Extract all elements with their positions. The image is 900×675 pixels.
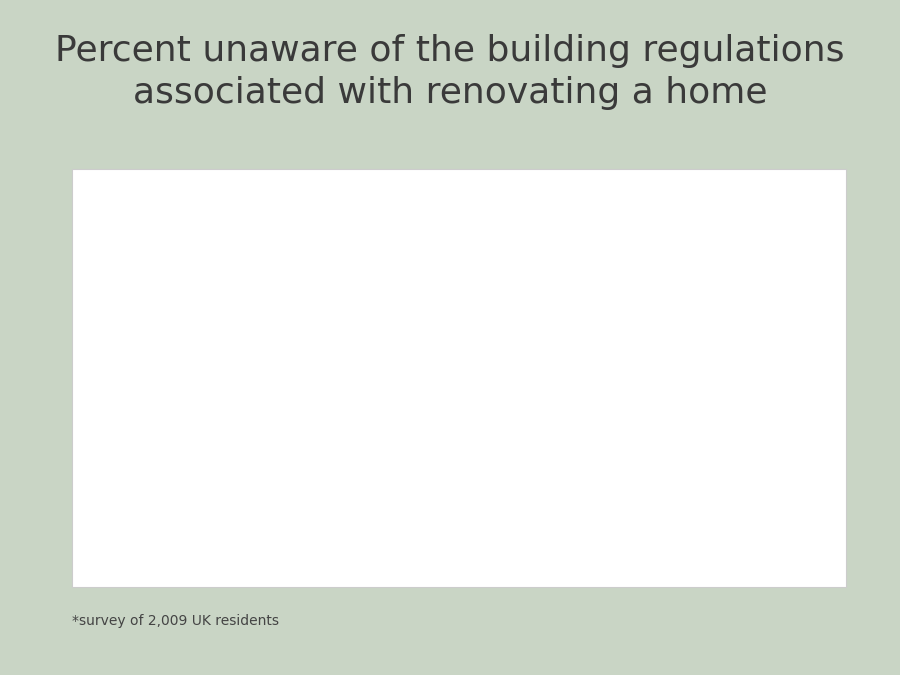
Bar	[144, 387, 573, 435]
Text: Percent unaware of the building regulations
associated with renovating a home: Percent unaware of the building regulati…	[55, 34, 845, 110]
Bar	[144, 307, 594, 355]
Bar	[144, 468, 573, 516]
Text: *survey of 2,009 UK residents: *survey of 2,009 UK residents	[72, 614, 279, 628]
Bar	[144, 227, 616, 275]
Legend: Listed building, New build, Other, Period property: Listed building, New build, Other, Perio…	[676, 306, 845, 437]
